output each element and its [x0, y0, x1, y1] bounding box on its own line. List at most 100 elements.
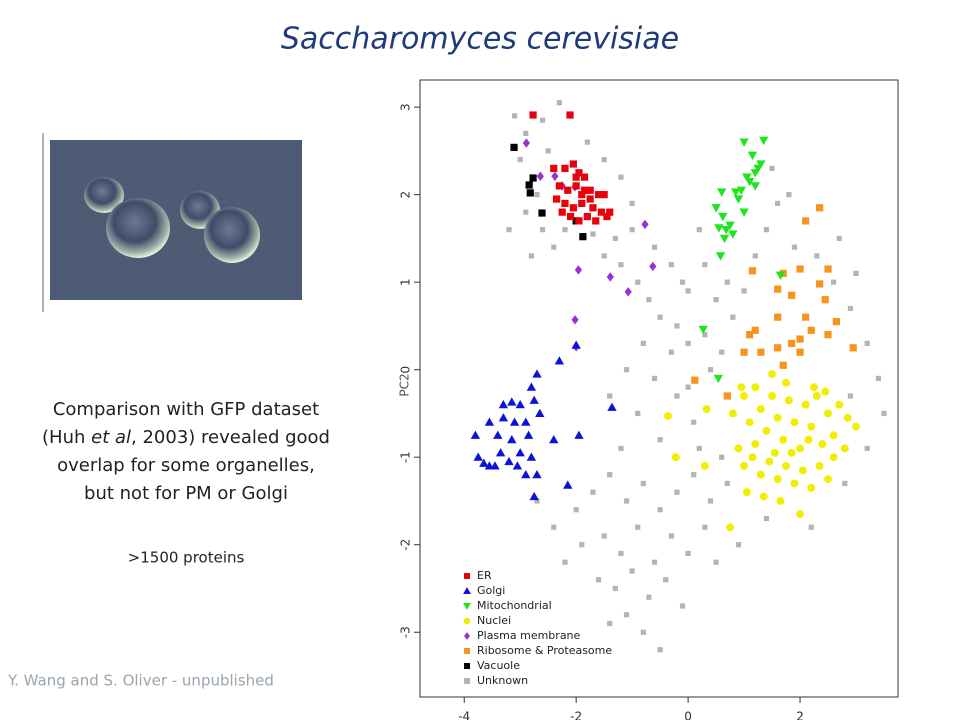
point: [583, 212, 591, 221]
point: [774, 313, 782, 321]
point: [539, 227, 546, 233]
x-tick-label: 0: [684, 710, 692, 721]
point: [751, 383, 760, 392]
point: [592, 217, 600, 225]
point: [571, 340, 581, 349]
y-tick-label: 1: [399, 278, 413, 286]
point: [735, 542, 742, 548]
point: [668, 533, 674, 539]
point: [787, 448, 796, 457]
point: [579, 542, 585, 548]
point: [515, 448, 525, 457]
point: [646, 594, 652, 600]
point: [506, 227, 512, 233]
point: [802, 217, 810, 225]
point: [595, 577, 602, 583]
point: [657, 314, 663, 320]
point: [752, 253, 758, 259]
point: [635, 524, 641, 530]
point: [719, 349, 725, 355]
point: [796, 265, 804, 273]
point: [528, 253, 534, 259]
point: [629, 568, 635, 574]
point: [829, 431, 838, 440]
point: [573, 507, 579, 513]
point: [517, 157, 523, 163]
point: [773, 475, 782, 484]
point: [736, 186, 746, 195]
point: [668, 262, 674, 268]
point: [594, 191, 603, 199]
point: [757, 348, 765, 356]
point: [842, 480, 848, 487]
point: [745, 418, 754, 427]
point: [750, 182, 760, 191]
point: [801, 400, 810, 409]
point: [640, 629, 646, 635]
point: [832, 317, 841, 326]
point: [566, 111, 574, 119]
point: [623, 612, 630, 618]
point: [479, 458, 489, 467]
legend-label: Nuclei: [477, 614, 511, 627]
point: [788, 339, 796, 348]
x-tick-label: -4: [458, 710, 470, 721]
point: [597, 208, 605, 216]
point: [571, 315, 579, 325]
point: [796, 335, 804, 343]
point: [691, 419, 697, 425]
point: [515, 400, 525, 409]
point: [751, 440, 760, 449]
point: [742, 173, 752, 182]
point: [814, 253, 820, 259]
point: [847, 393, 854, 399]
credit: Y. Wang and S. Oliver - unpublished: [7, 672, 274, 690]
point: [657, 437, 663, 443]
point: [807, 422, 816, 431]
legend-label: ER: [477, 569, 492, 582]
point: [564, 186, 572, 194]
point: [574, 430, 584, 439]
point: [719, 454, 725, 460]
point: [713, 374, 724, 384]
point: [762, 426, 771, 435]
point: [702, 405, 711, 414]
point: [640, 480, 646, 487]
description-text: et al: [91, 427, 131, 448]
point: [782, 378, 791, 387]
point: [584, 139, 590, 145]
point: [721, 226, 731, 235]
point: [779, 435, 788, 444]
point: [824, 265, 832, 273]
y-tick-label: 0: [399, 366, 413, 374]
point: [685, 288, 691, 294]
point: [815, 461, 824, 470]
point: [840, 444, 849, 453]
legend-marker: [463, 617, 471, 625]
point: [623, 498, 630, 504]
legend-marker: [464, 678, 470, 684]
slide-title: Saccharomyces cerevisiae: [281, 22, 679, 57]
legend-label: Mitochondrial: [477, 599, 552, 612]
point: [523, 130, 529, 136]
point: [671, 453, 680, 462]
point: [586, 195, 594, 203]
point: [521, 470, 531, 479]
description-text: , 2003) revealed good: [131, 427, 330, 448]
point: [739, 138, 749, 147]
legend-label: Plasma membrane: [477, 629, 581, 642]
x-tick-label: 2: [796, 710, 804, 721]
point: [707, 367, 714, 373]
point: [747, 151, 758, 160]
point: [606, 272, 614, 282]
point: [696, 227, 702, 233]
point: [691, 376, 699, 384]
point: [725, 221, 735, 230]
point: [788, 291, 796, 299]
point: [768, 370, 777, 379]
point: [741, 288, 747, 294]
point: [864, 445, 870, 452]
point: [493, 430, 503, 439]
point: [668, 349, 674, 355]
point: [580, 186, 589, 194]
